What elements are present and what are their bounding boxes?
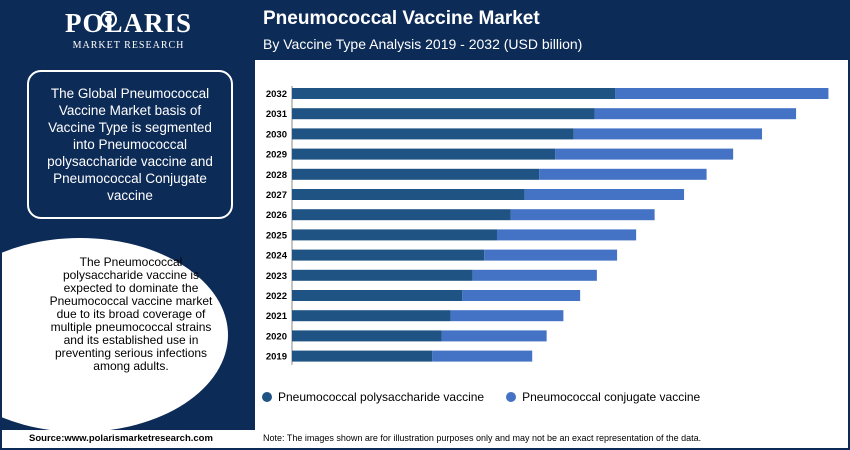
y-tick-label: 2019 (266, 352, 287, 363)
chart-title: Pneumococcal Vaccine Market (263, 8, 540, 29)
bar-polysaccharide (292, 249, 485, 261)
bar-polysaccharide (292, 168, 540, 180)
bar-conjugate (539, 168, 707, 180)
y-tick-label: 2024 (266, 251, 288, 262)
y-tick-label: 2023 (266, 271, 287, 282)
bar-conjugate (615, 88, 829, 99)
bar-conjugate (510, 209, 655, 221)
bar-polysaccharide (292, 229, 497, 241)
y-tick-label: 2026 (266, 210, 287, 221)
bar-polysaccharide (292, 128, 574, 140)
dominance-callout: The Pneumococcal polysaccharide vaccine … (49, 255, 213, 373)
legend-swatch-conjugate (506, 392, 517, 402)
bar-conjugate (432, 350, 533, 362)
bar-polysaccharide (292, 148, 556, 160)
left-panel: POLARIS MARKET RESEARCH The Global Pneum… (2, 2, 255, 430)
bar-polysaccharide (292, 189, 525, 200)
y-tick-label: 2028 (266, 170, 287, 181)
bar-polysaccharide (292, 209, 511, 221)
bar-conjugate (450, 310, 564, 322)
disclaimer-note: Note: The images shown are for illustrat… (263, 433, 702, 443)
y-tick-label: 2020 (266, 331, 287, 342)
bar-conjugate (484, 249, 618, 261)
y-tick-label: 2025 (266, 230, 288, 241)
y-tick-label: 2021 (266, 311, 288, 322)
y-tick-label: 2027 (266, 190, 287, 201)
bar-polysaccharide (292, 290, 463, 301)
bar-conjugate (472, 269, 597, 281)
callout-bubble (2, 238, 228, 430)
footer (2, 430, 848, 448)
y-tick-label: 2022 (266, 291, 287, 302)
source-text: Source:www.polarismarketresearch.com (29, 433, 213, 444)
legend-label-polysaccharide: Pneumococcal polysaccharide vaccine (278, 390, 485, 404)
bar-polysaccharide (292, 350, 433, 362)
globe-icon (100, 11, 117, 28)
brand-subtitle: MARKET RESEARCH (72, 40, 185, 51)
bar-chart: 2032 2031 2030 2029 2028 2027 2026 2025 2024 2023… (266, 86, 829, 365)
bar-conjugate (441, 330, 547, 342)
brand-name: POLARIS (64, 8, 193, 38)
bar-polysaccharide (292, 88, 616, 99)
bar-conjugate (524, 189, 685, 200)
legend: Pneumococcal polysaccharide vaccine Pneu… (262, 390, 722, 404)
bar-polysaccharide (292, 310, 451, 322)
y-tick-label: 2030 (266, 129, 287, 140)
chart-subtitle: By Vaccine Type Analysis 2019 - 2032 (US… (263, 36, 583, 52)
header-band (255, 2, 848, 60)
bar-polysaccharide (292, 108, 595, 120)
legend-label-conjugate: Pneumococcal conjugate vaccine (522, 390, 701, 404)
bar-polysaccharide (292, 330, 442, 342)
bar-conjugate (555, 148, 734, 160)
legend-swatch-polysaccharide (262, 392, 272, 402)
legend-item-conjugate: Pneumococcal conjugate vaccine (506, 390, 700, 404)
bar-conjugate (462, 290, 581, 301)
bar-polysaccharide (292, 269, 473, 281)
legend-item-polysaccharide: Pneumococcal polysaccharide vaccine (262, 390, 484, 404)
y-tick-label: 2032 (266, 89, 287, 100)
y-tick-label: 2029 (266, 150, 287, 161)
bar-conjugate (573, 128, 763, 140)
segmentation-summary: The Global Pneumococcal Vaccine Market b… (27, 70, 233, 219)
y-tick-label: 2031 (266, 109, 288, 120)
bar-conjugate (496, 229, 637, 241)
bar-conjugate (594, 108, 797, 120)
